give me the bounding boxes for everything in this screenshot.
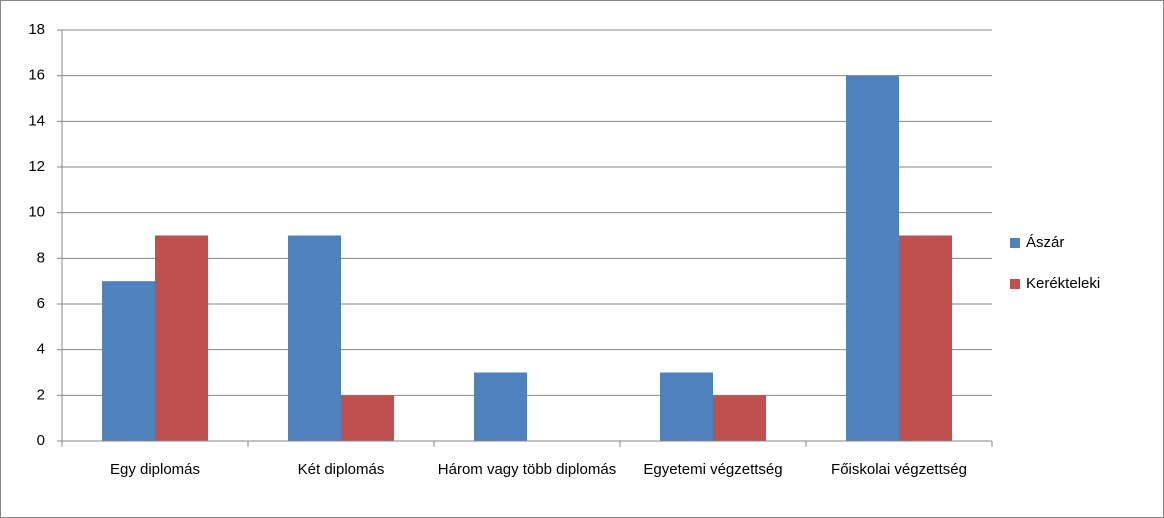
y-tick-label: 12	[28, 158, 45, 175]
y-tick-label: 0	[37, 432, 45, 449]
y-tick-label: 18	[28, 21, 45, 38]
y-tick-label: 16	[28, 67, 45, 84]
y-tick-label: 6	[37, 295, 45, 312]
legend-label: Ászár	[1026, 234, 1064, 251]
bar	[713, 395, 766, 441]
x-tick-label: Főiskolai végzettség	[831, 461, 967, 478]
x-tick-label: Egyetemi végzettség	[643, 461, 783, 478]
y-tick-label: 14	[28, 112, 45, 129]
bar	[660, 372, 713, 441]
y-tick-label: 2	[37, 386, 45, 403]
legend-label: Kerékteleki	[1026, 275, 1100, 292]
bar	[474, 372, 527, 441]
bar	[102, 281, 155, 441]
y-tick-label: 10	[28, 204, 45, 221]
y-tick-label: 4	[37, 341, 45, 358]
x-tick-label: Három vagy több diplomás	[437, 461, 617, 478]
legend-swatch	[1010, 279, 1020, 289]
bar	[899, 235, 952, 441]
y-tick-label: 8	[37, 249, 45, 266]
bar	[155, 235, 208, 441]
bar	[288, 235, 341, 441]
x-tick-label: Egy diplomás	[109, 461, 201, 478]
legend-swatch	[1010, 238, 1020, 248]
bar	[341, 395, 394, 441]
x-tick-label: Két diplomás	[297, 461, 385, 478]
bar	[846, 75, 899, 442]
